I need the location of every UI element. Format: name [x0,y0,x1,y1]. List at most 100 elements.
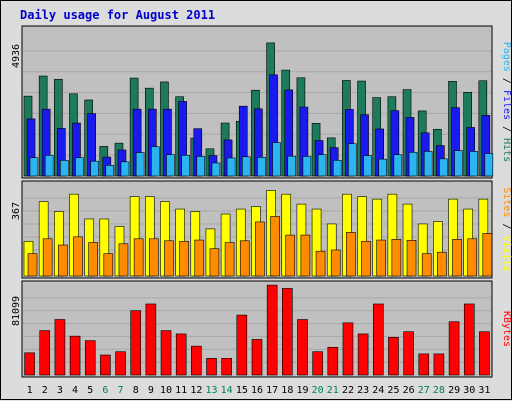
kbytes-bar-day-3 [54,319,66,376]
kbytes-bar-day-4 [69,335,81,376]
day-label-20: 20 [312,385,324,396]
kbytes-bar-day-26 [403,331,414,376]
day-label-27: 27 [418,385,430,396]
pages-bar-day-13 [211,162,221,177]
kbytes-bar-day-5 [84,340,96,376]
bars [23,42,494,376]
kbytes-bar-day-2 [39,330,51,376]
day-label-13: 13 [205,385,217,396]
pages-bar-day-11 [181,154,190,177]
sites-bar-day-28 [437,251,447,277]
sites-bar-day-4 [73,236,83,277]
kbytes-bar-day-18 [282,288,293,376]
pages-bar-day-26 [408,152,418,177]
day-label-17: 17 [266,385,278,396]
sites-bar-day-12 [194,239,205,277]
kbytes-bar-day-17 [266,284,278,376]
sites-bar-day-21 [330,249,341,277]
kbytes-bar-day-29 [448,321,460,376]
kbytes-bar-day-31 [479,331,490,376]
pages-bar-day-5 [90,160,99,177]
day-label-14: 14 [221,385,233,396]
pages-bar-day-1 [29,157,39,177]
pages-bar-day-19 [302,156,312,177]
day-label-22: 22 [342,385,354,396]
pages-bar-day-15 [241,156,251,177]
chart-title: Daily usage for August 2011 [20,8,215,22]
sites-bar-day-6 [103,253,114,277]
hits-ymax-label: 4936 [11,44,22,68]
pages-bar-day-12 [196,156,206,177]
day-label-28: 28 [433,385,445,396]
pages-bar-day-8 [135,152,145,177]
day-label-25: 25 [387,385,399,396]
kbytes-bar-day-28 [433,353,445,376]
sites-bar-day-31 [482,233,493,277]
sites-bar-day-9 [148,238,159,277]
sites-bar-day-26 [406,239,417,277]
sites-bar-day-3 [58,244,68,277]
day-labels: 1 2 3 4 5 6 7 8 9 10 11 12 13 14 15 16 17 18 19 20 21 22 23 24 2… [27,385,491,396]
day-label-21: 21 [327,385,339,396]
day-label-3: 3 [57,385,63,396]
day-label-10: 10 [160,385,172,396]
kbytes-bar-day-25 [388,336,399,376]
day-label-26: 26 [403,385,415,396]
kbytes-bar-day-14 [221,358,232,376]
kbytes-bar-day-16 [251,339,263,376]
kbytes-bar-day-1 [24,352,35,376]
kbytes-bar-day-12 [191,345,202,376]
pages-bar-day-6 [105,165,115,177]
day-label-7: 7 [118,385,124,396]
kbytes-bar-day-8 [130,310,142,376]
sites-bar-day-7 [118,243,129,277]
side-label-1: Sites / Visits [501,187,512,271]
pages-bar-day-28 [439,158,448,177]
kbytes-bar-day-23 [357,333,369,376]
pages-bar-day-9 [150,146,160,177]
kbytes-bar-day-9 [145,303,157,376]
pages-bar-day-31 [484,153,494,177]
sites-bar-day-18 [285,234,296,277]
pages-bar-day-2 [44,154,54,177]
sites-bar-day-17 [270,216,280,277]
day-label-31: 31 [478,385,490,396]
pages-bar-day-25 [393,154,403,177]
pages-bar-day-20 [317,154,327,177]
sites-bar-day-30 [467,238,477,277]
day-label-2: 2 [42,385,48,396]
kbytes-bar-day-27 [418,353,430,376]
kbytes-bar-day-30 [463,303,475,376]
day-label-11: 11 [175,385,187,396]
sites-bar-day-1 [27,253,38,277]
sites-bar-day-5 [88,242,98,277]
kbytes-bar-day-13 [206,358,217,376]
sites-bar-day-22 [346,232,356,277]
kbytes-bar-day-19 [297,319,308,376]
day-label-8: 8 [133,385,139,396]
pages-bar-day-29 [454,150,463,177]
day-label-12: 12 [190,385,202,396]
sites-bar-day-23 [361,240,371,277]
kbytes-bar-day-6 [100,354,111,376]
kbytes-bar-day-20 [312,351,323,376]
sites-bar-day-20 [315,250,326,277]
kbytes-bar-day-24 [372,303,384,376]
pages-bar-day-3 [60,160,69,177]
sites-bar-day-27 [421,253,432,277]
day-label-1: 1 [27,385,33,396]
pages-bar-day-16 [257,157,266,177]
pages-bar-day-10 [166,154,175,177]
sites-bar-day-29 [452,239,462,277]
side-label-2: KBytes [501,311,512,347]
sites-bar-day-14 [224,242,235,277]
sites-bar-day-2 [42,238,53,277]
kbytes-bar-day-15 [236,314,248,376]
day-label-19: 19 [296,385,308,396]
day-label-4: 4 [72,385,78,396]
sites-bar-day-25 [391,239,402,277]
kbytes-bar-day-11 [175,333,187,376]
sites-bar-day-11 [179,240,189,277]
kbytes-bar-day-21 [327,346,339,376]
